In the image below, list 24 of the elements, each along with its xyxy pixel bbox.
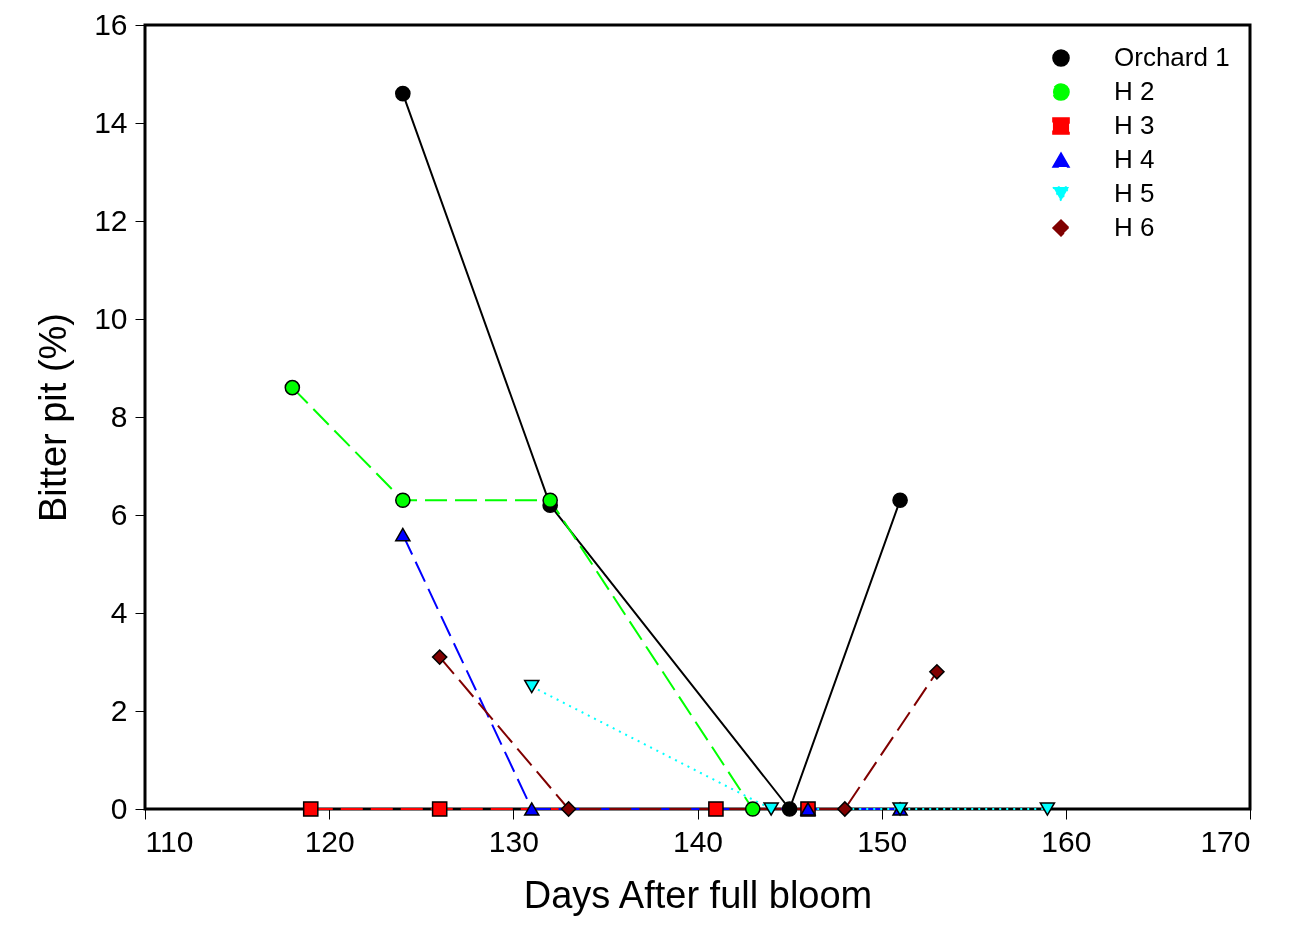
- legend-label: Orchard 1: [1114, 42, 1230, 72]
- legend-label: H 3: [1114, 110, 1155, 140]
- y-tick-label: 10: [94, 301, 128, 335]
- y-tick-label: 6: [110, 497, 128, 531]
- x-axis-title: Days After full bloom: [523, 873, 873, 916]
- y-axis-title: Bitter pit (%): [32, 312, 75, 523]
- x-tick-label: 120: [304, 824, 355, 858]
- legend-label: H 2: [1114, 76, 1155, 106]
- x-tick-label: 110: [145, 824, 194, 858]
- legend-label: H 4: [1114, 144, 1155, 174]
- x-tick-label: 160: [1041, 824, 1092, 858]
- y-tick-label: 4: [110, 595, 128, 629]
- y-tick-label: 12: [94, 203, 128, 237]
- x-tick-label: 140: [672, 824, 724, 858]
- x-tick-label: 170: [1200, 824, 1251, 858]
- x-tick-label: 150: [857, 824, 908, 858]
- y-tick-label: 8: [110, 399, 128, 433]
- y-tick-label: 2: [110, 693, 128, 727]
- legend-label: H 6: [1114, 212, 1155, 242]
- x-tick-label: 130: [488, 824, 539, 858]
- legend-label: H 5: [1114, 178, 1155, 208]
- y-tick-label: 14: [94, 105, 128, 139]
- y-tick-label: 0: [110, 791, 128, 825]
- y-tick-label: 16: [94, 7, 128, 41]
